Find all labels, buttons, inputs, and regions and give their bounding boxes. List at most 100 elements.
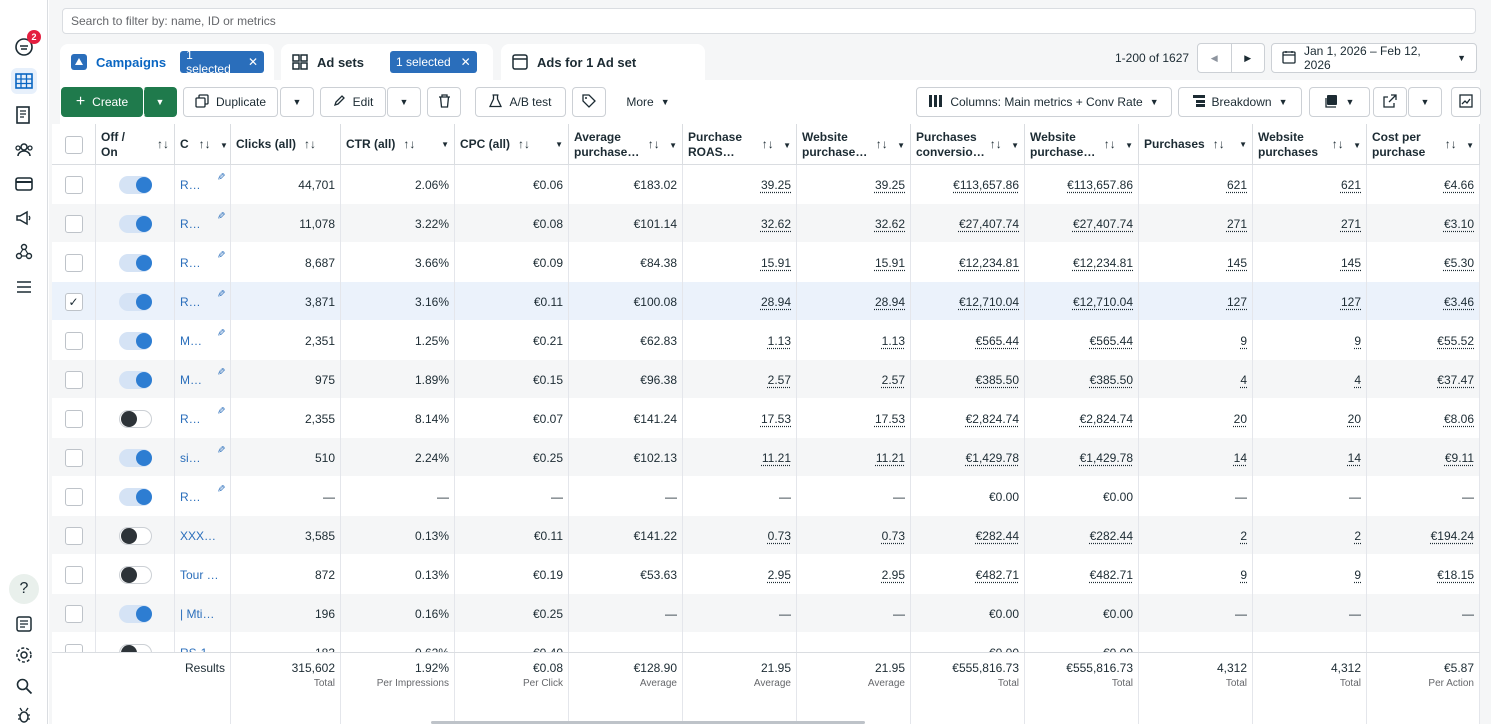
sort-icon[interactable]: ↑↓ <box>153 137 169 152</box>
cell-value[interactable]: €1,429.78 <box>1080 451 1133 465</box>
pin-icon[interactable]: ✎ <box>214 367 225 375</box>
cell-value[interactable]: — <box>1349 490 1361 504</box>
cell-value[interactable]: 1.13 <box>768 334 791 348</box>
campaign-megaphone-icon[interactable] <box>11 205 37 231</box>
campaign-name-link[interactable]: M… <box>180 334 202 348</box>
sort-icon[interactable]: ↑↓ ▼ <box>872 137 905 153</box>
campaign-name-link[interactable]: R… <box>180 178 201 192</box>
column-header-website-purchase-value[interactable]: Website purchase… ↑↓ ▼ <box>1025 124 1139 165</box>
pin-icon[interactable]: ✎ <box>214 250 225 258</box>
menu-icon[interactable] <box>11 274 37 300</box>
pin-icon[interactable]: ✎ <box>214 289 225 297</box>
cell-value[interactable]: 15.91 <box>761 256 791 270</box>
notifications-icon[interactable]: 2 <box>11 34 37 60</box>
search-input[interactable]: Search to filter by: name, ID or metrics <box>62 8 1476 34</box>
on-off-toggle[interactable] <box>119 488 152 506</box>
campaign-name-link[interactable]: si… <box>180 451 201 465</box>
column-header-clicks[interactable]: Clicks (all) ↑↓ <box>231 124 341 165</box>
cell-value[interactable]: €0.00 <box>989 490 1019 504</box>
cell-value[interactable]: €113,657.86 <box>1067 178 1133 192</box>
cell-value[interactable]: 15.91 <box>875 256 905 270</box>
cell-value[interactable]: €2,824.74 <box>966 412 1019 426</box>
cell-value[interactable]: 2.57 <box>882 373 905 387</box>
cell-value[interactable]: 0.73 <box>768 529 791 543</box>
cell-value[interactable]: 9 <box>1354 568 1361 582</box>
campaign-name-link[interactable]: R… <box>180 217 201 231</box>
cell-value[interactable]: 1.13 <box>882 334 905 348</box>
on-off-toggle[interactable] <box>119 371 152 389</box>
cell-value[interactable]: 2.57 <box>768 373 791 387</box>
column-header-website-purchases[interactable]: Website purchases ↑↓ ▼ <box>1253 124 1367 165</box>
reports-icon[interactable] <box>11 102 37 128</box>
cell-value[interactable]: €565.44 <box>1090 334 1133 348</box>
row-checkbox[interactable] <box>65 488 83 506</box>
table-row[interactable]: R… ✎ 2,355 8.14% €0.07 €141.24 17.53 17.53 €2,82… <box>52 399 1480 438</box>
pin-icon[interactable]: ✎ <box>214 328 225 336</box>
on-off-toggle[interactable] <box>119 449 152 467</box>
table-row[interactable]: | Mti… 196 0.16% €0.25 — — — €0.00 €0.00 — — — <box>52 594 1480 633</box>
cell-value[interactable]: 17.53 <box>761 412 791 426</box>
row-checkbox[interactable] <box>65 215 83 233</box>
on-off-toggle[interactable] <box>119 254 152 272</box>
cell-value[interactable]: — <box>1235 490 1247 504</box>
column-header-onoff[interactable]: Off / On ↑↓ <box>96 124 175 165</box>
duplicate-button[interactable]: Duplicate <box>183 87 278 117</box>
cell-value[interactable]: €385.50 <box>1090 373 1133 387</box>
select-all-checkbox[interactable] <box>65 136 83 154</box>
cell-value[interactable]: €27,407.74 <box>1073 217 1133 231</box>
table-row[interactable]: ✓ R… ✎ 3,871 3.16% €0.11 €100.08 28.94 28.94 €12,… <box>52 282 1480 321</box>
sort-icon[interactable]: ↑↓ ▼ <box>195 137 228 153</box>
tag-button[interactable] <box>572 87 606 117</box>
tab-campaigns[interactable]: Campaigns 1 selected ✕ <box>60 44 274 80</box>
cell-value[interactable]: 14 <box>1234 451 1247 465</box>
cell-value[interactable]: 39.25 <box>761 178 791 192</box>
cell-value[interactable]: €194.24 <box>1431 529 1474 543</box>
row-checkbox[interactable] <box>65 371 83 389</box>
cell-value[interactable]: 9 <box>1240 334 1247 348</box>
cell-value[interactable]: 28.94 <box>875 295 905 309</box>
row-checkbox[interactable] <box>65 176 83 194</box>
cell-value[interactable]: €12,234.81 <box>1073 256 1133 270</box>
chart-view-button[interactable] <box>1451 87 1481 117</box>
cell-value[interactable]: €27,407.74 <box>959 217 1019 231</box>
tab-ads[interactable]: Ads for 1 Ad set <box>501 44 705 80</box>
cell-value[interactable]: 11.21 <box>762 451 791 465</box>
export-dropdown-button[interactable]: ▼ <box>1408 87 1442 117</box>
cell-value[interactable]: 11.21 <box>876 451 905 465</box>
chevron-down-icon[interactable]: ▼ <box>555 137 563 152</box>
table-row[interactable]: R… ✎ — — — — — — €0.00 €0.00 — — — <box>52 477 1480 516</box>
cell-value[interactable]: 17.53 <box>875 412 905 426</box>
cell-value[interactable]: 2 <box>1240 529 1247 543</box>
on-off-toggle[interactable] <box>119 410 152 428</box>
row-checkbox[interactable] <box>65 449 83 467</box>
row-checkbox[interactable] <box>65 332 83 350</box>
cell-value[interactable]: €12,710.04 <box>959 295 1019 309</box>
settings-gear-icon[interactable] <box>11 642 37 668</box>
cell-value[interactable]: €282.44 <box>976 529 1019 543</box>
cell-value[interactable]: €385.50 <box>976 373 1019 387</box>
tab-ad-sets[interactable]: Ad sets 1 selected ✕ <box>281 44 493 80</box>
cell-value[interactable]: €9.11 <box>1445 451 1474 465</box>
on-off-toggle[interactable] <box>119 332 152 350</box>
cell-value[interactable]: 127 <box>1227 295 1247 309</box>
cell-value[interactable]: €18.15 <box>1437 568 1474 582</box>
more-button[interactable]: More ▼ <box>616 87 680 117</box>
ads-manager-table-icon[interactable] <box>11 68 37 94</box>
column-header-roas[interactable]: Purchase ROAS… ↑↓ ▼ <box>683 124 797 165</box>
columns-button[interactable]: Columns: Main metrics + Conv Rate ▼ <box>916 87 1172 117</box>
cell-value[interactable]: 14 <box>1348 451 1361 465</box>
column-header-ctr[interactable]: CTR (all) ↑↓ ▼ <box>341 124 455 165</box>
on-off-toggle[interactable] <box>119 293 152 311</box>
column-header-name[interactable]: C ↑↓ ▼ <box>175 124 231 165</box>
on-off-toggle[interactable] <box>119 176 152 194</box>
cell-value[interactable]: 9 <box>1240 568 1247 582</box>
sort-icon[interactable]: ↑↓ ▼ <box>1328 137 1361 153</box>
campaign-name-link[interactable]: R… <box>180 295 201 309</box>
cell-value[interactable]: — <box>779 607 791 621</box>
table-row[interactable]: R… ✎ 8,687 3.66% €0.09 €84.38 15.91 15.91 €12,23… <box>52 243 1480 282</box>
chevron-down-icon[interactable]: ▼ <box>441 137 449 152</box>
row-checkbox[interactable] <box>65 566 83 584</box>
table-row[interactable]: M… ✎ 2,351 1.25% €0.21 €62.83 1.13 1.13 €565.44 €… <box>52 321 1480 360</box>
cell-value[interactable]: 2.95 <box>768 568 791 582</box>
table-row[interactable]: si… ✎ 510 2.24% €0.25 €102.13 11.21 11.21 €1,429… <box>52 438 1480 477</box>
